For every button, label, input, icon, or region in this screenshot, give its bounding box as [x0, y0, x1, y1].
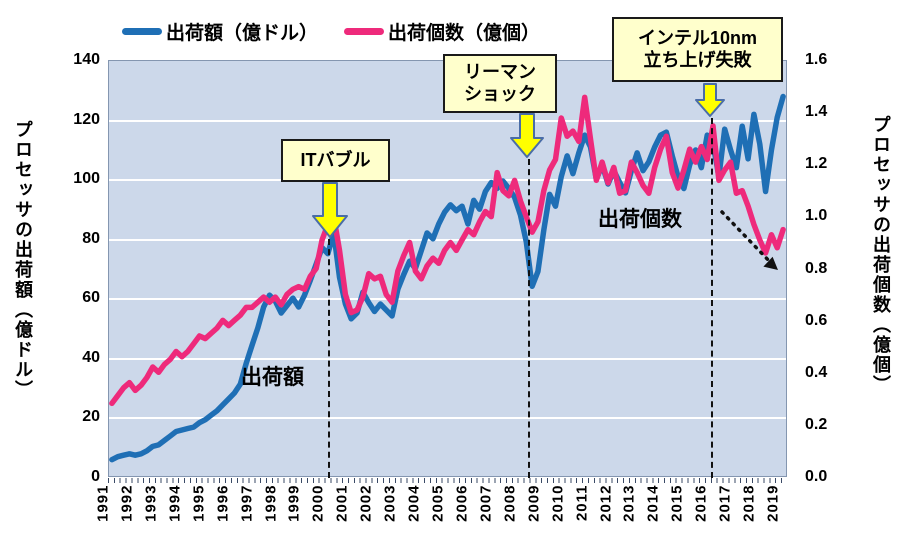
xtick-year-2000: 2000	[309, 484, 327, 522]
it-bubble-event-line	[328, 239, 330, 478]
decline-trend-arrow-icon	[720, 210, 778, 270]
xtick-year-1993: 1993	[142, 484, 160, 522]
xtick-year-1997: 1997	[238, 484, 256, 522]
xtick-year-2009: 2009	[525, 484, 543, 522]
chart-legend: 出荷額（億ドル） 出荷個数（億個）	[122, 18, 540, 45]
lehman-arrow-icon	[510, 113, 544, 158]
legend-label-units: 出荷個数（億個）	[388, 23, 541, 44]
left-ytick-120: 120	[73, 110, 100, 128]
xtick-year-2010: 2010	[549, 484, 567, 522]
left-ytick-20: 20	[82, 408, 100, 426]
right-ytick-0.0: 0.0	[805, 468, 828, 485]
right-ytick-1.6: 1.6	[805, 51, 828, 68]
callout-lehman-line1: リーマン	[464, 61, 536, 82]
series-lines	[109, 93, 786, 463]
callout-intel-10nm: インテル10nm 立ち上げ失敗	[612, 17, 783, 82]
lehman-event-line	[528, 159, 530, 478]
units-series-swatch-icon	[344, 28, 385, 35]
left-ytick-40: 40	[82, 348, 100, 366]
left-ytick-0: 0	[91, 468, 100, 485]
legend-item-value: 出荷額（億ドル）	[122, 18, 318, 45]
xtick-year-1994: 1994	[166, 484, 184, 522]
right-ytick-1.4: 1.4	[805, 103, 828, 121]
gridline-60	[109, 298, 786, 301]
value-series-inplot-label: 出荷額	[241, 366, 304, 389]
gridline-100	[109, 179, 786, 182]
callout-intel-line1: インテル10nm	[637, 27, 758, 48]
right-ytick-1.2: 1.2	[805, 155, 828, 173]
gridline-120	[109, 119, 786, 122]
xtick-year-1999: 1999	[285, 484, 303, 522]
series-line-units	[109, 94, 786, 407]
xtick-year-2011: 2011	[573, 484, 591, 522]
xtick-year-1992: 1992	[118, 484, 136, 522]
legend-item-units: 出荷個数（億個）	[344, 18, 540, 45]
plot-area: 出荷額 出荷個数	[108, 60, 787, 478]
xtick-year-2018: 2018	[740, 484, 758, 522]
xtick-year-2005: 2005	[429, 484, 447, 522]
callout-it-bubble-text: ITバブル	[300, 149, 371, 170]
left-ytick-60: 60	[82, 289, 100, 307]
xtick-year-2012: 2012	[597, 484, 615, 522]
callout-lehman-line2: ショック	[464, 83, 536, 104]
value-series-swatch-icon	[122, 28, 162, 35]
xtick-year-2015: 2015	[668, 484, 686, 522]
xtick-year-2004: 2004	[405, 484, 423, 522]
callout-intel-line2: 立ち上げ失敗	[643, 49, 752, 70]
xtick-year-2013: 2013	[620, 484, 638, 522]
legend-label-value: 出荷額（億ドル）	[166, 23, 319, 44]
xtick-year-2006: 2006	[453, 484, 471, 522]
units-series-inplot-label: 出荷個数	[598, 208, 682, 231]
xtick-year-1998: 1998	[262, 484, 279, 522]
right-ytick-0.2: 0.2	[805, 415, 828, 433]
left-ytick-80: 80	[82, 229, 100, 247]
x-axis-quarter-ticks	[108, 478, 787, 483]
series-line-value	[109, 93, 786, 463]
callout-it-bubble: ITバブル	[281, 139, 390, 182]
intel-event-line	[711, 118, 713, 478]
xtick-year-2017: 2017	[716, 484, 734, 522]
left-ytick-100: 100	[73, 170, 100, 188]
gridline-40	[109, 357, 786, 360]
callout-lehman: リーマン ショック	[443, 54, 557, 113]
left-ytick-140: 140	[73, 51, 100, 68]
xtick-year-2016: 2016	[692, 484, 710, 522]
xtick-year-2019: 2019	[764, 484, 782, 522]
right-ytick-0.6: 0.6	[805, 311, 828, 329]
intel-arrow-icon	[695, 83, 725, 117]
left-axis-title: プロセッサの出荷額（億ドル）	[13, 120, 33, 400]
right-ytick-1.0: 1.0	[805, 207, 828, 225]
xtick-year-2002: 2002	[357, 484, 375, 522]
right-ytick-0.4: 0.4	[805, 363, 828, 381]
xtick-year-2007: 2007	[477, 484, 495, 522]
xtick-year-1996: 1996	[214, 484, 232, 522]
right-ytick-0.8: 0.8	[805, 259, 828, 277]
xtick-year-2014: 2014	[644, 484, 662, 522]
right-axis-title: プロセッサの出荷個数（億個）	[871, 115, 891, 395]
xtick-year-2003: 2003	[381, 484, 399, 522]
gridline-20	[109, 417, 786, 420]
xtick-year-1991: 1991	[94, 484, 112, 522]
gridline-80	[109, 238, 786, 241]
it-bubble-arrow-icon	[312, 182, 348, 238]
xtick-year-2001: 2001	[333, 484, 351, 522]
xtick-year-2008: 2008	[501, 484, 519, 522]
xtick-year-1995: 1995	[190, 484, 208, 522]
